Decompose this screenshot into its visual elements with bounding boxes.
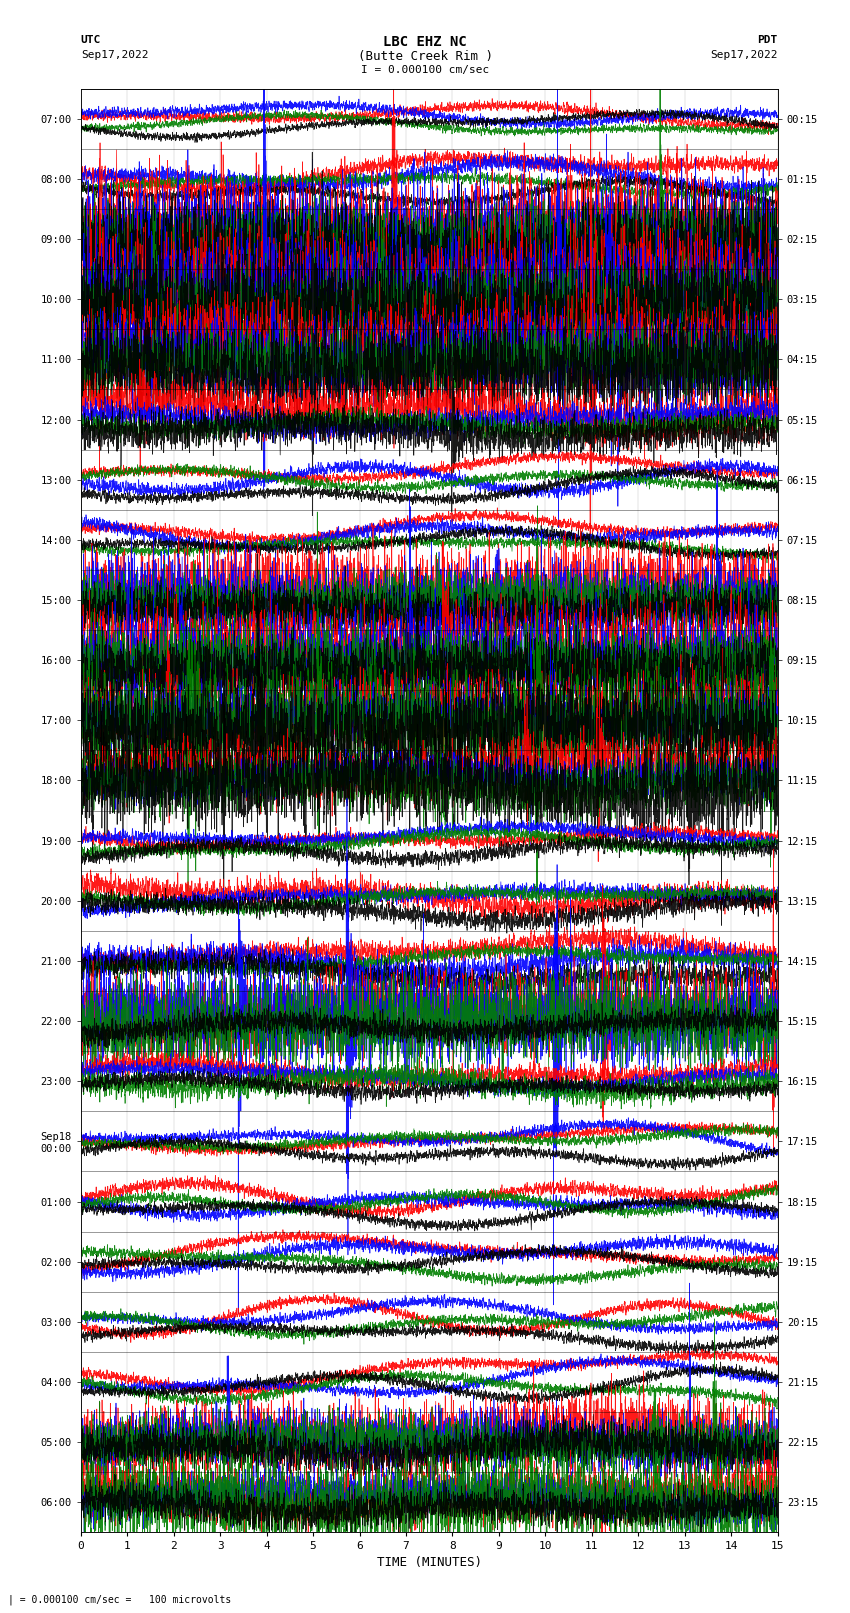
X-axis label: TIME (MINUTES): TIME (MINUTES) — [377, 1555, 482, 1568]
Text: | = 0.000100 cm/sec =   100 microvolts: | = 0.000100 cm/sec = 100 microvolts — [8, 1594, 232, 1605]
Text: UTC: UTC — [81, 35, 101, 45]
Text: (Butte Creek Rim ): (Butte Creek Rim ) — [358, 50, 492, 63]
Text: LBC EHZ NC: LBC EHZ NC — [383, 35, 467, 50]
Text: Sep17,2022: Sep17,2022 — [81, 50, 148, 60]
Text: PDT: PDT — [757, 35, 778, 45]
Text: I = 0.000100 cm/sec: I = 0.000100 cm/sec — [361, 65, 489, 74]
Text: Sep17,2022: Sep17,2022 — [711, 50, 778, 60]
